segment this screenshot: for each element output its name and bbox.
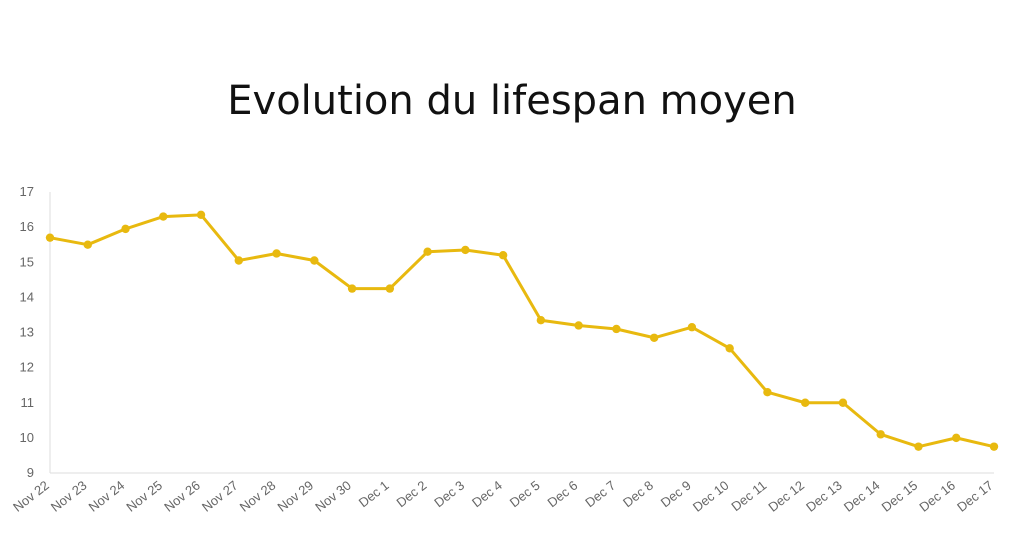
axes: [49, 192, 994, 474]
y-tick-label: 15: [20, 254, 34, 269]
data-point: [763, 388, 772, 397]
x-tick-label: Dec 4: [469, 478, 505, 511]
data-point: [914, 442, 923, 451]
x-tick-label: Dec 17: [954, 478, 996, 515]
data-point: [801, 398, 810, 407]
data-point: [952, 433, 961, 443]
y-tick-label: 9: [27, 465, 34, 480]
data-point: [385, 284, 395, 293]
chart-title: Evolution du lifespan moyen: [227, 78, 797, 124]
data-point: [234, 256, 243, 265]
y-tick-label: 10: [20, 430, 34, 445]
x-tick-label: Nov 28: [237, 478, 279, 515]
data-point: [310, 256, 319, 265]
x-tick-label: Nov 27: [199, 478, 241, 515]
data-point: [612, 324, 621, 334]
data-point: [196, 210, 206, 220]
data-point: [574, 321, 583, 330]
data-point: [498, 251, 508, 260]
y-tick-label: 12: [20, 360, 34, 375]
x-tick-label: Dec 9: [658, 478, 694, 511]
y-tick-labels: 9 10 11 12 13 14 15 16 17: [20, 184, 34, 480]
data-point: [83, 240, 92, 249]
data-point: [272, 249, 281, 258]
y-tick-label: 14: [20, 289, 34, 304]
x-tick-label: Dec 16: [916, 478, 958, 515]
data-point: [423, 247, 432, 256]
x-tick-label: Nov 29: [274, 478, 316, 515]
series-line: [49, 213, 995, 449]
x-tick-label: Dec 6: [544, 478, 580, 511]
data-point: [725, 344, 734, 353]
data-point: [838, 398, 848, 407]
y-tick-label: 17: [20, 184, 34, 199]
data-point: [461, 245, 470, 255]
data-point: [989, 442, 999, 451]
x-tick-label: Dec 14: [841, 478, 883, 515]
x-tick-label: Dec 11: [728, 478, 769, 515]
x-tick-label: Dec 15: [879, 478, 921, 515]
x-tick-label: Dec 1: [356, 478, 392, 511]
x-tick-label: Dec 3: [431, 478, 467, 511]
x-tick-label: Dec 2: [393, 478, 429, 511]
y-tick-label: 16: [20, 219, 34, 234]
x-tick-label: Nov 24: [86, 478, 128, 515]
series-lifespan: [45, 210, 999, 451]
data-point: [687, 323, 697, 332]
data-point: [159, 212, 168, 221]
x-tick-label: Dec 10: [690, 478, 732, 515]
x-tick-label: Dec 7: [582, 478, 618, 511]
data-point: [536, 316, 546, 325]
x-tick-label: Nov 22: [10, 478, 52, 515]
x-tick-label: Nov 25: [123, 478, 165, 515]
x-tick-label: Dec 8: [620, 478, 656, 511]
x-tick-label: Nov 26: [161, 478, 203, 515]
x-tick-label: Nov 30: [312, 478, 354, 515]
data-point: [876, 430, 885, 439]
data-point: [347, 284, 357, 293]
x-tick-label: Dec 13: [803, 478, 845, 515]
x-tick-label: Dec 5: [507, 478, 543, 511]
y-tick-label: 11: [21, 395, 35, 410]
data-point: [121, 224, 130, 234]
data-point: [45, 233, 55, 242]
x-tick-label: Nov 23: [48, 478, 90, 515]
y-tick-label: 13: [20, 325, 34, 340]
data-point: [649, 333, 659, 342]
x-tick-label: Dec 12: [765, 478, 807, 515]
